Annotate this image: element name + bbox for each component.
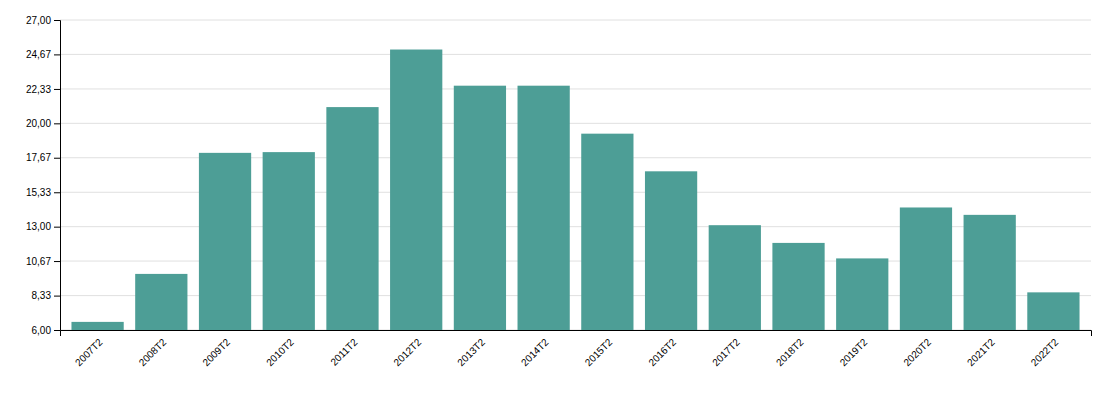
y-tick-mark	[54, 330, 60, 331]
y-tick: 17,67	[26, 152, 60, 163]
grid	[60, 20, 1091, 330]
chart-container: 6,00 8,33 10,67 13,00 15,33 17,67 20,00 22,33 24…	[0, 0, 1111, 400]
bar	[518, 86, 570, 330]
bar	[454, 86, 506, 330]
x-tick-label: 2013T2	[455, 336, 487, 368]
x-tick: 2011T2	[328, 336, 360, 368]
bar	[900, 207, 952, 330]
y-tick-label: 27,00	[26, 15, 51, 26]
y-tick-label: 17,67	[26, 152, 51, 163]
x-tick-label: 2014T2	[519, 336, 551, 368]
x-tick-label: 2012T2	[392, 336, 424, 368]
y-tick: 20,00	[26, 118, 60, 129]
x-tick: 2010T2	[264, 336, 296, 368]
x-tick-label: 2008T2	[137, 336, 169, 368]
x-tick-label: 2020T2	[901, 336, 933, 368]
y-tick: 27,00	[26, 15, 60, 26]
bar	[645, 171, 697, 330]
y-tick-mark	[54, 89, 60, 90]
bar	[772, 243, 824, 330]
plot: 6,00 8,33 10,67 13,00 15,33 17,67 20,00 22,33 24…	[26, 15, 1092, 368]
bar	[263, 152, 315, 330]
bar	[390, 50, 442, 330]
y-tick-mark	[54, 227, 60, 228]
x-tick: 2022T2	[1029, 336, 1061, 368]
y-tick-mark	[54, 296, 60, 297]
x-tick-label: 2009T2	[200, 336, 232, 368]
y-tick: 6,00	[32, 325, 60, 336]
x-tick-label: 2007T2	[73, 336, 105, 368]
x-tick-label: 2015T2	[583, 336, 615, 368]
y-tick-label: 13,00	[26, 221, 51, 232]
x-tick-label: 2011T2	[328, 336, 360, 368]
x-tick: 2015T2	[583, 336, 615, 368]
chart-svg: 6,00 8,33 10,67 13,00 15,33 17,67 20,00 22,33 24…	[0, 0, 1111, 400]
y-tick: 15,33	[26, 187, 60, 198]
y-tick-mark	[54, 261, 60, 262]
x-tick: 2012T2	[392, 336, 424, 368]
y-tick-label: 20,00	[26, 118, 51, 129]
y-tick-label: 8,33	[32, 290, 52, 301]
grid-line	[60, 88, 1091, 89]
x-tick: 2007T2	[73, 336, 105, 368]
x-tick: 2016T2	[646, 336, 678, 368]
bar	[199, 153, 251, 330]
y-tick-label: 15,33	[26, 187, 51, 198]
x-tick: 2008T2	[137, 336, 169, 368]
x-tick-label: 2022T2	[1029, 336, 1061, 368]
x-tick-label: 2019T2	[838, 336, 870, 368]
x-tick: 2018T2	[774, 336, 806, 368]
bars	[71, 50, 1079, 330]
y-tick-label: 6,00	[32, 325, 52, 336]
y-axis-line	[54, 21, 61, 331]
y-tick: 8,33	[32, 290, 60, 301]
bar	[581, 134, 633, 330]
grid-line	[60, 20, 1091, 21]
y-tick: 22,33	[26, 84, 60, 95]
x-tick: 2021T2	[965, 336, 997, 368]
bar	[709, 225, 761, 330]
x-tick-label: 2010T2	[264, 336, 296, 368]
y-tick-mark	[54, 192, 60, 193]
x-tick-label: 2016T2	[646, 336, 678, 368]
x-tick-label: 2021T2	[965, 336, 997, 368]
x-tick: 2009T2	[200, 336, 232, 368]
bar	[326, 107, 378, 330]
y-tick-label: 22,33	[26, 84, 51, 95]
x-tick-label: 2018T2	[774, 336, 806, 368]
y-tick: 24,67	[26, 49, 60, 60]
bar	[836, 258, 888, 330]
y-tick-mark	[54, 158, 60, 159]
y-tick-label: 24,67	[26, 49, 51, 60]
y-tick-mark	[54, 20, 60, 21]
y-tick: 10,67	[26, 256, 60, 267]
bar	[71, 322, 123, 330]
x-tick: 2020T2	[901, 336, 933, 368]
bar	[964, 215, 1016, 330]
bar	[135, 274, 187, 330]
y-tick-mark	[54, 54, 60, 55]
x-tick: 2013T2	[455, 336, 487, 368]
x-axis: 2007T2 2008T2 2009T2 2010T2 2011T2 2012T2 2013…	[61, 331, 1092, 369]
y-tick-mark	[54, 123, 60, 124]
x-tick: 2014T2	[519, 336, 551, 368]
grid-line	[60, 123, 1091, 124]
x-tick: 2017T2	[710, 336, 742, 368]
x-tick-label: 2017T2	[710, 336, 742, 368]
y-tick-label: 10,67	[26, 256, 51, 267]
grid-line	[60, 54, 1091, 55]
y-tick: 13,00	[26, 221, 60, 232]
y-axis: 6,00 8,33 10,67 13,00 15,33 17,67 20,00 22,33 24…	[26, 15, 61, 336]
x-tick: 2019T2	[838, 336, 870, 368]
x-axis-line	[61, 331, 1092, 337]
bar	[1027, 292, 1079, 330]
